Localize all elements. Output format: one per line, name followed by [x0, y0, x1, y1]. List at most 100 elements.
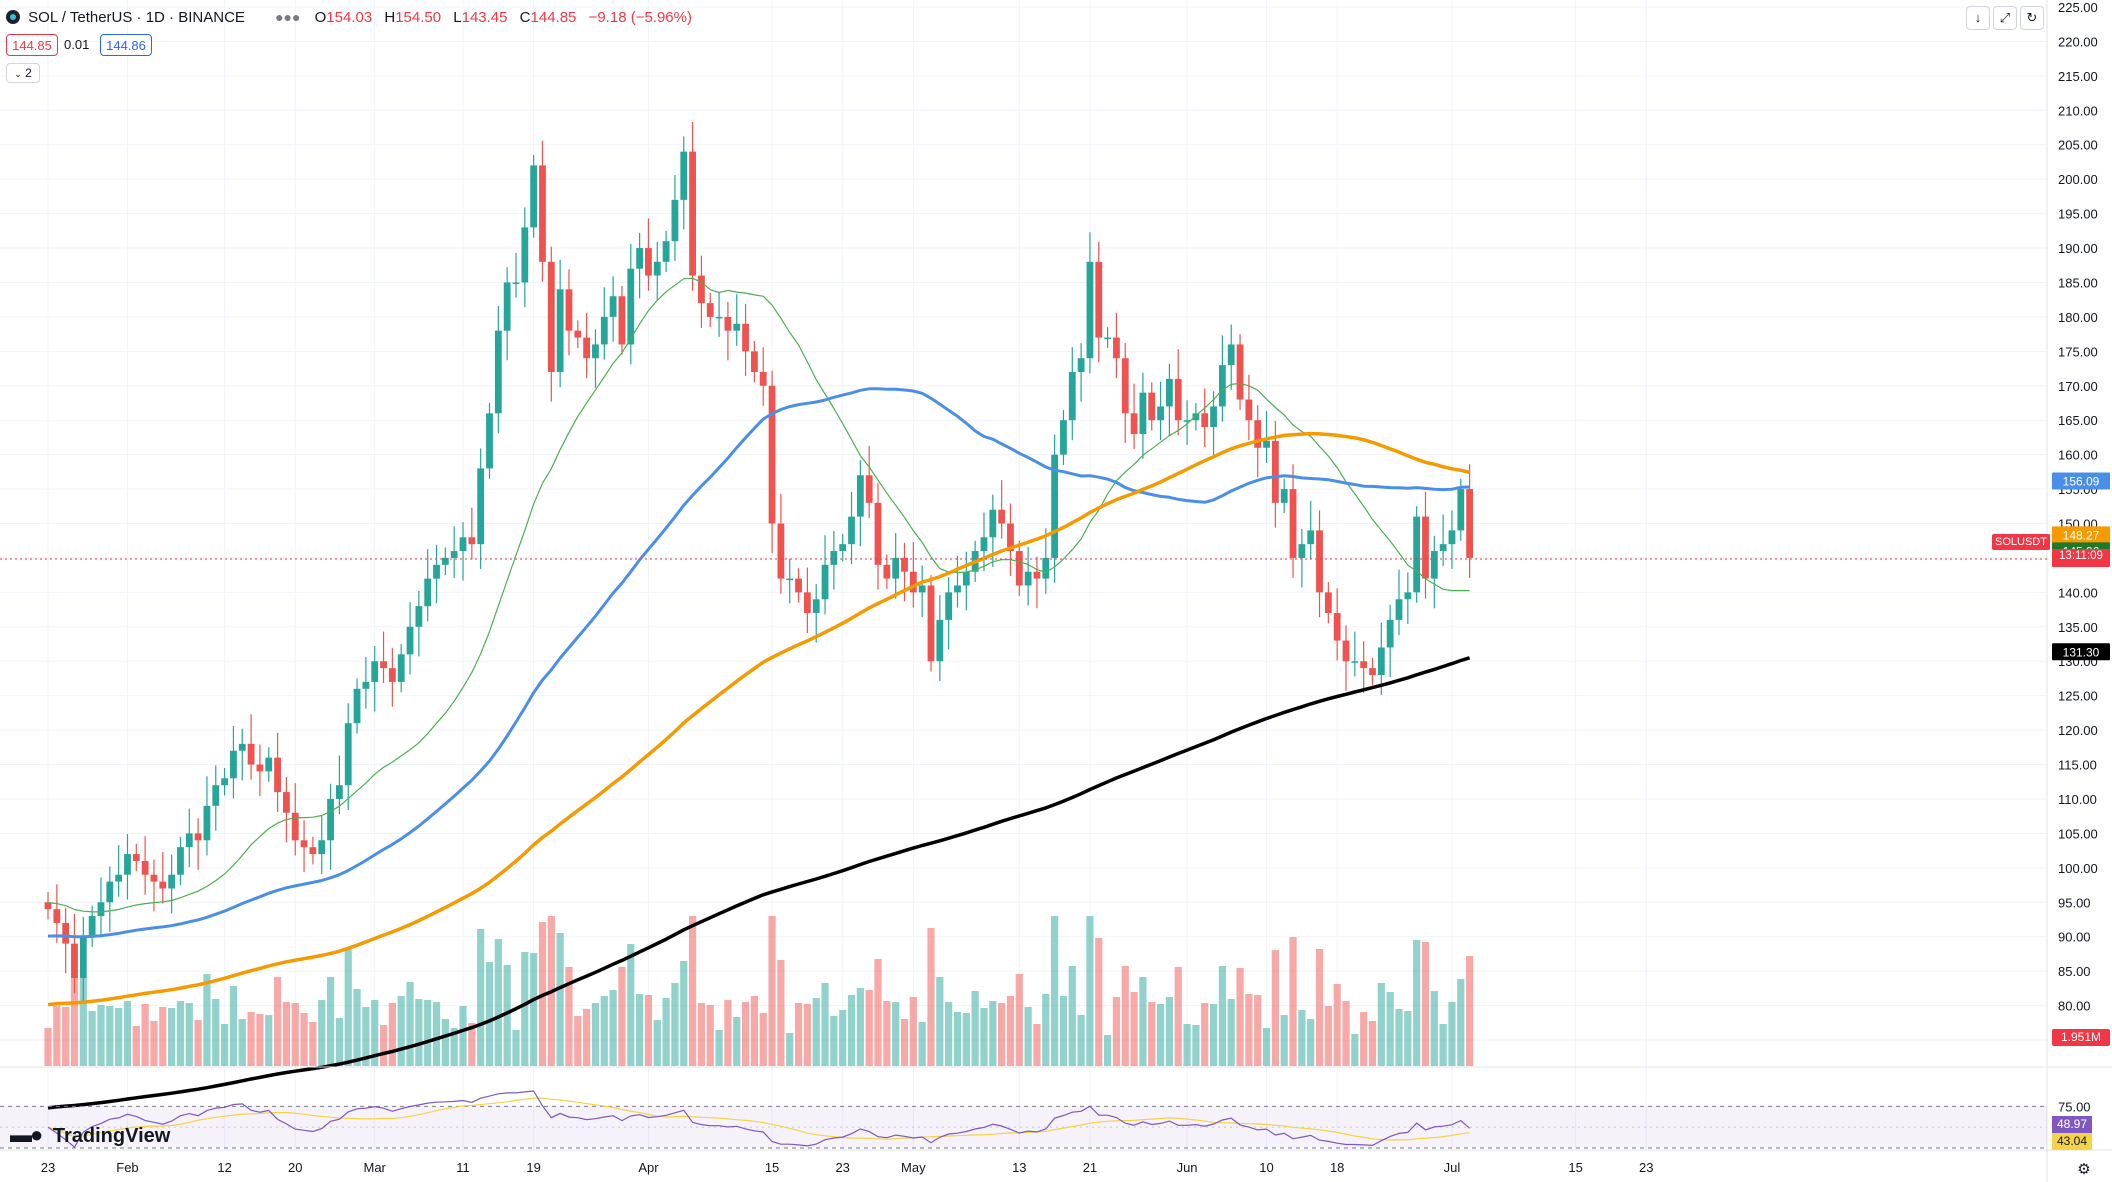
price-tick-label: 175.00	[2058, 344, 2098, 359]
candle-body	[291, 812, 299, 841]
fullscreen-button[interactable]: ⤢	[1993, 6, 2017, 30]
symbol-title[interactable]: SOL / TetherUS · 1D · BINANCE	[28, 9, 245, 26]
price-tick-label: 165.00	[2058, 413, 2098, 428]
volume-bar	[388, 1003, 396, 1066]
candle-body	[1095, 261, 1103, 338]
volume-scale-badge: 1.951M	[2052, 1029, 2110, 1046]
price-tick-label: 200.00	[2058, 172, 2098, 187]
candle-body	[203, 805, 211, 841]
ohlc-high: H154.50	[384, 9, 442, 26]
candle-body	[247, 743, 255, 765]
candle-body	[883, 564, 891, 579]
volume-bar	[1095, 938, 1103, 1066]
price-badge-label: 148.27	[2063, 528, 2100, 542]
candle-body	[1369, 668, 1376, 676]
volume-bar	[406, 982, 414, 1066]
volume-bar	[326, 977, 335, 1066]
candle-body	[406, 626, 414, 655]
indicators-toggle-button[interactable]: ⌄ 2	[6, 63, 40, 83]
price-tick-label: 115.00	[2058, 758, 2097, 773]
rsi-line	[47, 1090, 1470, 1149]
candle-body	[521, 227, 529, 283]
volume-bar	[1130, 992, 1138, 1066]
price-tick-label: 140.00	[2058, 585, 2098, 600]
volume-bar	[591, 1003, 600, 1066]
buy-button[interactable]: 144.86	[100, 34, 152, 56]
price-tick-label: 160.00	[2058, 448, 2098, 463]
volume-bar	[344, 948, 352, 1066]
volume-bar	[530, 953, 538, 1066]
volume-bar	[291, 1003, 299, 1066]
candle-body	[742, 323, 749, 352]
candle-body	[1077, 358, 1085, 372]
volume-bar	[1209, 1004, 1218, 1066]
volume-bar	[839, 1010, 847, 1066]
eye-toggle-icon[interactable]: ●●●	[275, 9, 301, 25]
volume-bar	[998, 1003, 1006, 1066]
price-tick-label: 215.00	[2058, 69, 2098, 84]
refresh-button[interactable]: ↻	[2020, 6, 2044, 30]
time-tick-label: 15	[1568, 1160, 1582, 1175]
candle-body	[1457, 489, 1465, 531]
time-tick-label: Apr	[638, 1160, 659, 1175]
candle-body	[1068, 371, 1076, 421]
volume-bar	[1006, 996, 1015, 1066]
symbol-logo-icon[interactable]	[6, 10, 20, 24]
candle-body	[1289, 489, 1297, 558]
price-axis: 225.00 220.00 215.00 210.00 205.00 200.00 195.…	[2058, 0, 2098, 1048]
price-tick-label: 100.00	[2058, 861, 2098, 876]
candle-body	[1263, 440, 1270, 448]
buy-price: 144.86	[106, 38, 146, 53]
price-tick-label: 120.00	[2058, 723, 2098, 738]
candle-body	[715, 316, 723, 319]
volume-bar	[900, 1019, 909, 1066]
price-tick-label: 225.00	[2058, 0, 2098, 15]
volume-bar	[141, 1004, 149, 1066]
sell-button[interactable]: 144.85	[6, 34, 58, 56]
candle-body	[380, 661, 387, 669]
price-badge-label: 156.09	[2063, 475, 2100, 489]
candle-body	[1148, 392, 1156, 421]
volume-bar	[1315, 949, 1324, 1066]
axis-settings-button[interactable]: ⚙	[2074, 1160, 2094, 1180]
volume-bar	[830, 1016, 838, 1066]
price-tick-label: 110.00	[2058, 792, 2097, 807]
volume-bar	[1271, 950, 1279, 1066]
candle-body	[539, 165, 546, 262]
candle-body	[680, 151, 688, 200]
volume-bar	[706, 1005, 714, 1066]
candle-body	[1413, 516, 1421, 593]
candle-body	[1316, 530, 1323, 593]
volume-bar	[1254, 995, 1262, 1066]
volume-bar	[1351, 1034, 1359, 1066]
candle-body	[1183, 420, 1191, 422]
candle-body	[212, 785, 220, 806]
candle-body	[609, 296, 617, 317]
candle-body	[547, 261, 555, 372]
volume-bar	[1139, 977, 1147, 1066]
volume-bar	[636, 994, 644, 1066]
volume-bar	[70, 977, 79, 1066]
candle-body	[1042, 557, 1050, 579]
candle-body	[989, 509, 997, 538]
tradingview-logo-icon: ▬●	[10, 1122, 43, 1147]
candle-body	[424, 578, 432, 607]
time-tick-label: 23	[835, 1160, 849, 1175]
time-tick-label: 18	[1330, 1160, 1344, 1175]
candle-body	[194, 833, 202, 841]
volume-bar	[883, 1001, 891, 1066]
candle-body	[1201, 413, 1209, 428]
time-tick-label: 21	[1083, 1160, 1097, 1175]
rsi-value-badge: 48.97	[2052, 1116, 2092, 1133]
tradingview-logo[interactable]: ▬● TradingView	[10, 1121, 170, 1149]
candle-body	[945, 592, 953, 620]
volume-bar	[1174, 967, 1182, 1066]
rsi-tick-label: 75.00	[2058, 1099, 2091, 1114]
volume-bar	[715, 1030, 723, 1066]
candle-body	[909, 571, 917, 593]
volume-bar	[1413, 940, 1421, 1066]
candle-body	[512, 282, 520, 284]
download-button[interactable]: ↓	[1966, 6, 1990, 30]
